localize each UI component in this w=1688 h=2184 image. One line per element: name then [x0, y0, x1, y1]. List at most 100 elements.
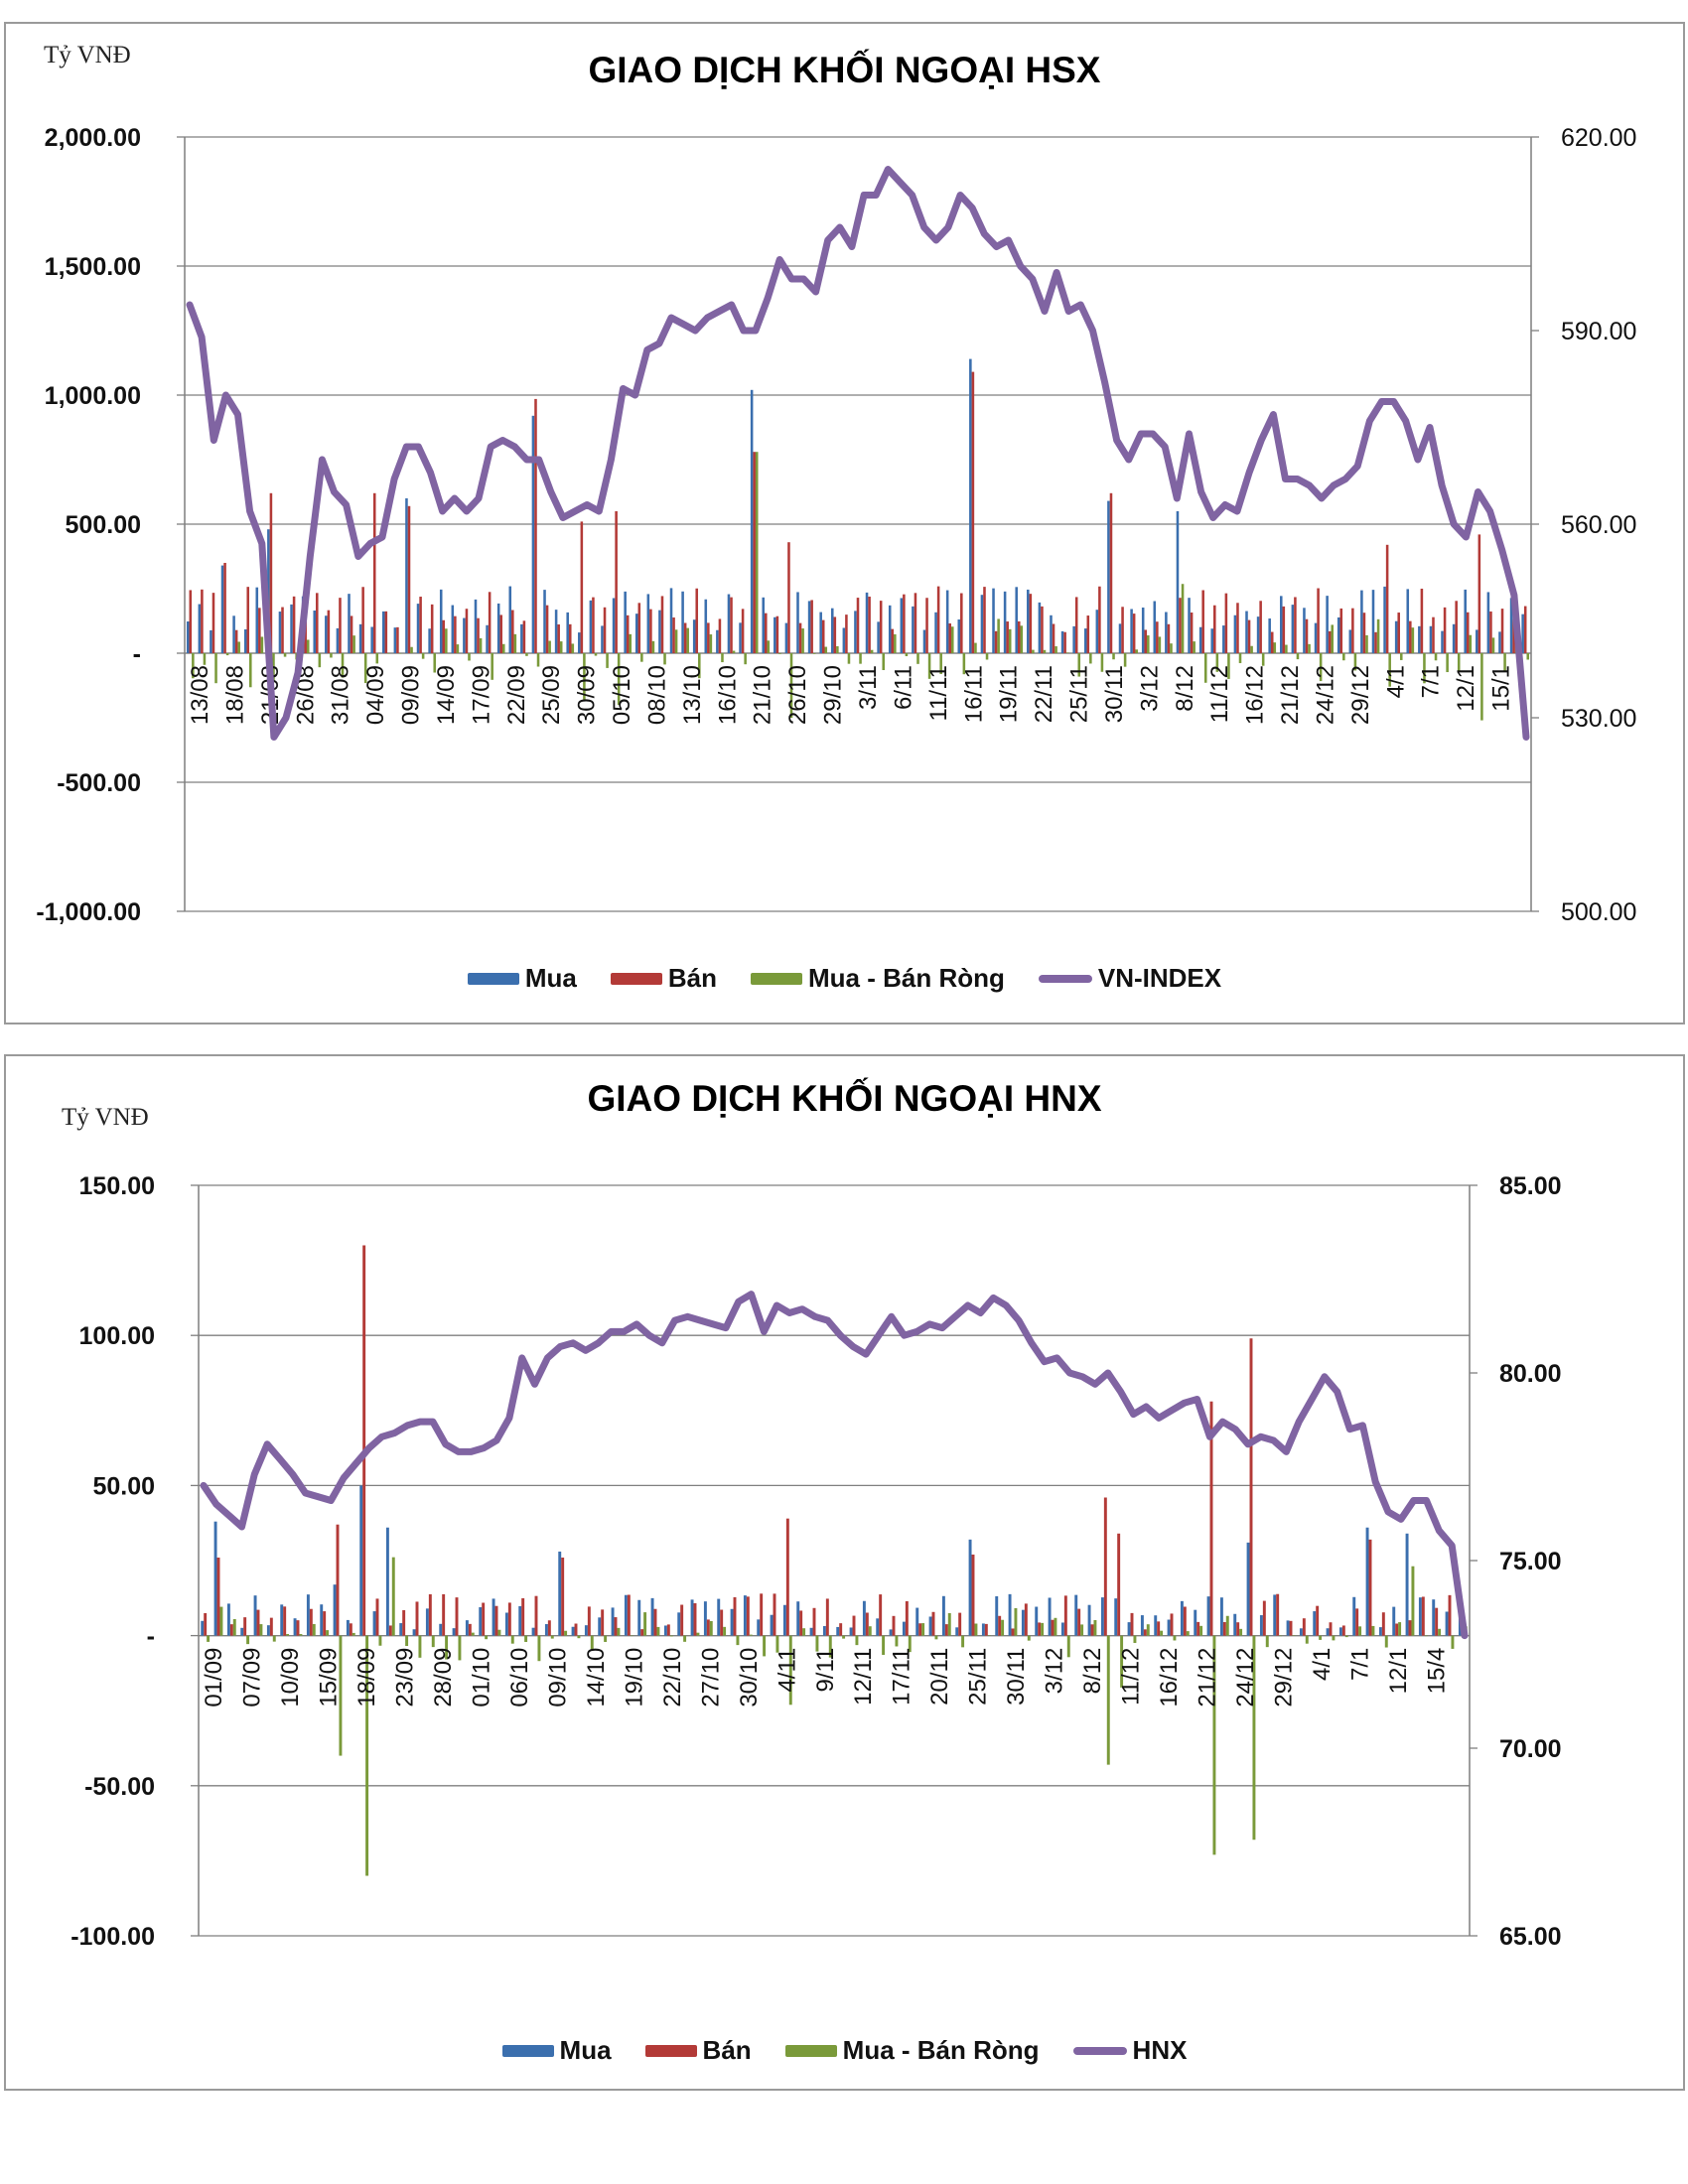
hsx-bar-rong — [1203, 653, 1207, 683]
hnx-bar-ban — [1302, 1618, 1306, 1636]
hsx-bar-rong — [375, 653, 379, 664]
hsx-bar-rong — [249, 653, 252, 688]
hsx-bar-mua — [1003, 591, 1007, 653]
hsx-bar-ban — [292, 596, 296, 653]
hnx-bar-mua — [1206, 1596, 1210, 1636]
hnx-y-tick-label: -100.00 — [70, 1923, 155, 1951]
hsx-bar-mua — [1198, 626, 1202, 653]
hsx-bar-ban — [1305, 618, 1309, 653]
hsx-bar-rong — [1399, 653, 1403, 660]
hsx-legend: Mua Bán Mua - Bán Ròng VN-INDEX — [6, 963, 1683, 994]
hsx-bar-rong — [894, 633, 897, 653]
hsx-bar-rong — [525, 653, 528, 656]
hsx-bar-mua — [496, 603, 500, 653]
hsx-bar-mua — [704, 599, 708, 653]
hsx-bar-mua — [957, 619, 961, 653]
hnx-bar-ban — [1143, 1629, 1147, 1636]
hsx-bar-mua — [1072, 625, 1075, 653]
hnx-bar-rong — [1358, 1626, 1362, 1636]
hnx-bar-ban — [587, 1606, 591, 1636]
hnx-bar-mua — [306, 1594, 310, 1636]
hnx-bar-rong — [1199, 1625, 1203, 1636]
hsx-bar-rong — [559, 641, 563, 653]
hsx-bar-ban — [1500, 609, 1504, 653]
hsx-bar-mua — [716, 629, 719, 653]
hnx-bar-mua — [703, 1601, 707, 1636]
hsx-bar-mua — [451, 605, 455, 653]
hnx-bar-rong — [1279, 1635, 1283, 1637]
hsx-bar-mua — [888, 605, 892, 653]
hsx-bar-rong — [789, 653, 793, 719]
hnx-x-tick-label: 25/11 — [965, 1648, 992, 1706]
hsx-bar-mua — [381, 611, 385, 653]
hnx-bar-ban — [1117, 1533, 1121, 1636]
hsx-bar-ban — [1006, 621, 1009, 653]
hnx-bar-rong — [802, 1628, 806, 1636]
hnx-bar-mua — [213, 1521, 217, 1636]
hnx-x-tick-label: 30/11 — [1003, 1648, 1030, 1706]
hnx-bar-mua — [346, 1619, 350, 1636]
hsx-bar-mua — [750, 389, 754, 653]
hsx-bar-ban — [211, 593, 215, 653]
hnx-bar-ban — [1222, 1621, 1226, 1636]
hnx-bar-mua — [372, 1611, 376, 1636]
hsx-bar-mua — [348, 594, 351, 653]
hnx-bar-mua — [1180, 1600, 1184, 1636]
hsx-bar-rong — [882, 653, 886, 670]
hnx-bar-rong — [1239, 1628, 1243, 1636]
hnx-bar-rong — [418, 1635, 422, 1658]
hnx-bar-mua — [201, 1620, 205, 1636]
hsx-bar-mua — [1027, 589, 1030, 653]
hsx-bar-rong — [1112, 653, 1115, 660]
hsx-bar-rong — [1480, 653, 1483, 721]
hnx-bar-ban — [666, 1624, 670, 1636]
hnx-bar-ban — [1183, 1606, 1187, 1636]
hsx-bar-mua — [220, 565, 224, 653]
hnx-bar-mua — [479, 1607, 483, 1636]
hnx-bar-ban — [323, 1611, 327, 1636]
hsx-bar-mua — [1015, 587, 1018, 653]
hnx-bar-mua — [941, 1595, 945, 1636]
hsx-bar-rong — [927, 653, 931, 679]
hsx-bar-rong — [1065, 652, 1069, 653]
hsx-x-tick-label: 21/10 — [750, 665, 776, 725]
hnx-bar-ban — [998, 1615, 1002, 1636]
hsx-chart-plot: 2,000.00 1,500.00 1,000.00 500.00 - -500.00 -1… — [36, 124, 1636, 926]
hsx-bar-rong — [1446, 653, 1449, 673]
hsx-bar-rong — [594, 653, 598, 656]
hsx-bar-mua — [1360, 590, 1363, 653]
hsx-bar-rong — [767, 640, 771, 653]
hnx-x-tick-label: 28/09 — [430, 1648, 457, 1707]
hnx-y-tick-label: - — [147, 1623, 155, 1651]
hsx-bar-mua — [1418, 625, 1421, 653]
hnx-x-tick-label: 7/1 — [1347, 1648, 1374, 1681]
hnx-bar-rong — [577, 1635, 581, 1639]
hsx-bar-ban — [1420, 588, 1424, 653]
hnx-bar-mua — [492, 1598, 495, 1636]
hnx-bar-rong — [1319, 1635, 1323, 1640]
hsx-bar-mua — [1095, 610, 1099, 653]
hnx-bar-mua — [876, 1618, 880, 1636]
hnx-bar-rong — [219, 1606, 223, 1636]
hsx-bar-rong — [1388, 653, 1391, 687]
hsx-bar-rong — [306, 639, 310, 653]
hsx-chart-title: GIAO DỊCH KHỐI NGOẠI HSX — [588, 50, 1101, 90]
hnx-bar-mua — [1326, 1628, 1330, 1636]
hsx-bar-rong — [1261, 653, 1265, 666]
hnx-y2-tick-label: 70.00 — [1499, 1735, 1562, 1763]
hsx-x-tick-label: 26/10 — [784, 665, 811, 725]
hnx-bar-rong — [934, 1635, 938, 1640]
hsx-bar-mua — [624, 591, 627, 653]
hsx-bar-ban — [1282, 606, 1286, 653]
hnx-bar-ban — [892, 1615, 896, 1636]
hnx-bar-mua — [743, 1595, 747, 1636]
hsx-x-tick-label: 22/09 — [503, 665, 530, 725]
hnx-bar-ban — [1395, 1623, 1399, 1636]
hsx-x-tick-label: 7/1 — [1418, 665, 1445, 698]
hnx-bar-ban — [1157, 1621, 1161, 1636]
hsx-bar-rong — [1434, 653, 1438, 661]
hsx-legend-label-index: VN-INDEX — [1097, 963, 1222, 993]
hsx-bar-mua — [232, 615, 235, 653]
hsx-bar-rong — [939, 653, 942, 674]
hnx-bar-ban — [693, 1603, 697, 1636]
